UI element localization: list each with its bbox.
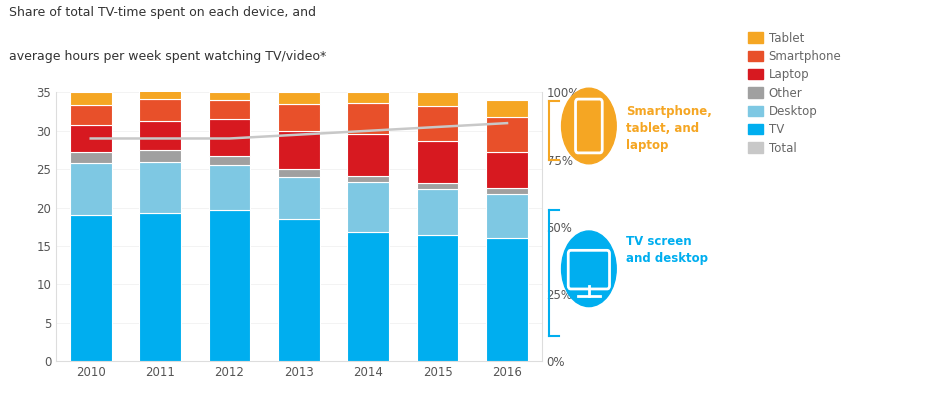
- Bar: [417, 189, 459, 235]
- Bar: [417, 141, 459, 183]
- Bar: [70, 163, 111, 215]
- Bar: [417, 183, 459, 189]
- Bar: [487, 238, 528, 361]
- Bar: [139, 85, 181, 99]
- Bar: [70, 125, 111, 152]
- Bar: [70, 215, 111, 361]
- Bar: [487, 152, 528, 189]
- Circle shape: [561, 231, 616, 307]
- Text: average hours per week spent watching TV/video*: average hours per week spent watching TV…: [9, 50, 327, 63]
- Bar: [487, 189, 528, 194]
- Bar: [139, 162, 181, 213]
- Bar: [139, 150, 181, 162]
- Bar: [208, 100, 250, 119]
- Bar: [208, 165, 250, 210]
- Bar: [139, 213, 181, 361]
- Bar: [347, 103, 389, 134]
- Bar: [70, 105, 111, 125]
- Bar: [487, 117, 528, 152]
- Bar: [347, 134, 389, 176]
- Legend: Tablet, Smartphone, Laptop, Other, Desktop, TV, Total: Tablet, Smartphone, Laptop, Other, Deskt…: [743, 27, 846, 159]
- Bar: [70, 92, 111, 105]
- Bar: [70, 152, 111, 163]
- Bar: [487, 194, 528, 238]
- Bar: [347, 176, 389, 182]
- Bar: [278, 177, 319, 219]
- Bar: [208, 156, 250, 165]
- Bar: [417, 106, 459, 141]
- Bar: [208, 92, 250, 100]
- Bar: [347, 92, 389, 103]
- Text: Share of total TV-time spent on each device, and: Share of total TV-time spent on each dev…: [9, 6, 317, 19]
- Bar: [417, 235, 459, 361]
- Bar: [487, 100, 528, 117]
- Bar: [417, 92, 459, 106]
- Bar: [139, 121, 181, 150]
- Bar: [278, 219, 319, 361]
- Text: Smartphone,
tablet, and
laptop: Smartphone, tablet, and laptop: [626, 105, 712, 152]
- Bar: [208, 210, 250, 361]
- Bar: [278, 169, 319, 177]
- Circle shape: [561, 88, 616, 164]
- Bar: [347, 182, 389, 232]
- Bar: [278, 131, 319, 169]
- Text: TV screen
and desktop: TV screen and desktop: [626, 235, 708, 265]
- Bar: [278, 92, 319, 104]
- Bar: [208, 119, 250, 156]
- Bar: [139, 99, 181, 121]
- Bar: [347, 232, 389, 361]
- Bar: [278, 104, 319, 131]
